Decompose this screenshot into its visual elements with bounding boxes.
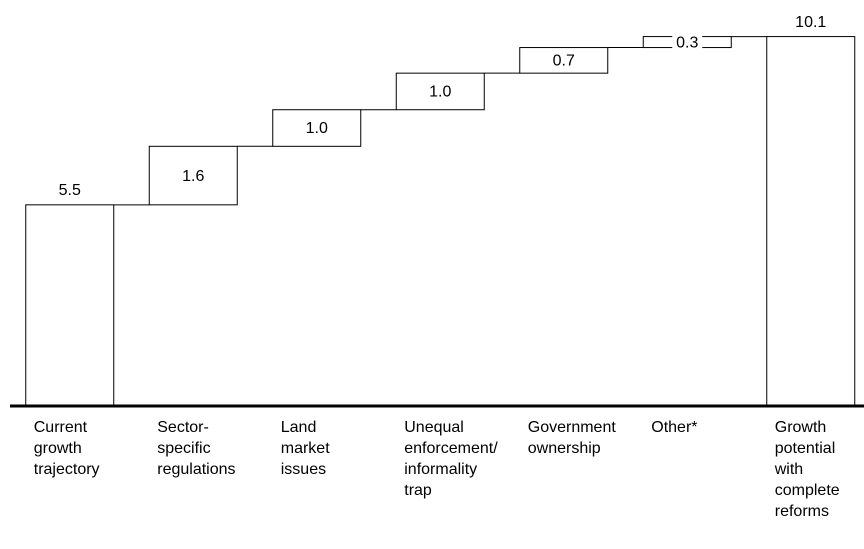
label-line: specific [157, 440, 210, 457]
value-label: 1.0 [429, 84, 451, 101]
label-line: potential [775, 440, 836, 457]
label-line: enforcement/ [404, 440, 498, 457]
label-line: reforms [775, 503, 829, 520]
x-tick-label: Land market issues [281, 419, 330, 478]
value-label: 0.3 [676, 34, 698, 51]
value-label: 1.0 [306, 120, 328, 137]
bar [25, 204, 115, 407]
label-line: complete [775, 482, 840, 499]
x-tick-label: Sector-specific regulations [157, 419, 235, 478]
label-line: regulations [157, 461, 235, 478]
x-tick-label: Growth potential with complete reforms [774, 419, 840, 520]
label-line: trajectory [34, 461, 100, 478]
bar [766, 36, 856, 407]
value-label: 0.7 [553, 53, 575, 70]
label-line: with [774, 461, 803, 478]
label-line: growth [34, 440, 82, 457]
bar [148, 145, 238, 206]
label-line: Current [34, 419, 88, 436]
bar [272, 109, 362, 147]
label-line: ownership [528, 440, 601, 457]
label-line: Growth [775, 419, 827, 436]
label-line: informality [404, 461, 477, 478]
x-tick-label: Current growth trajectory [34, 419, 100, 478]
label-line: market [281, 440, 330, 457]
label-line: Land [281, 419, 317, 436]
bar [519, 47, 609, 74]
label-line: Government [528, 419, 617, 436]
label-line: Unequal [404, 419, 464, 436]
value-label: 5.5 [59, 182, 81, 199]
label-line: trap [404, 482, 432, 499]
label-line: issues [281, 461, 326, 478]
x-tick-label: Unequal enforcement/informality trap [404, 419, 498, 499]
x-tick-label: Other* [651, 419, 697, 436]
bar [395, 72, 485, 111]
label-bg [672, 34, 703, 51]
x-tick-label: Government ownership [528, 419, 617, 457]
label-line: Sector- [157, 419, 209, 436]
label-line: Other* [651, 419, 697, 436]
value-label: 1.6 [182, 168, 204, 185]
value-label: 10.1 [795, 14, 826, 31]
